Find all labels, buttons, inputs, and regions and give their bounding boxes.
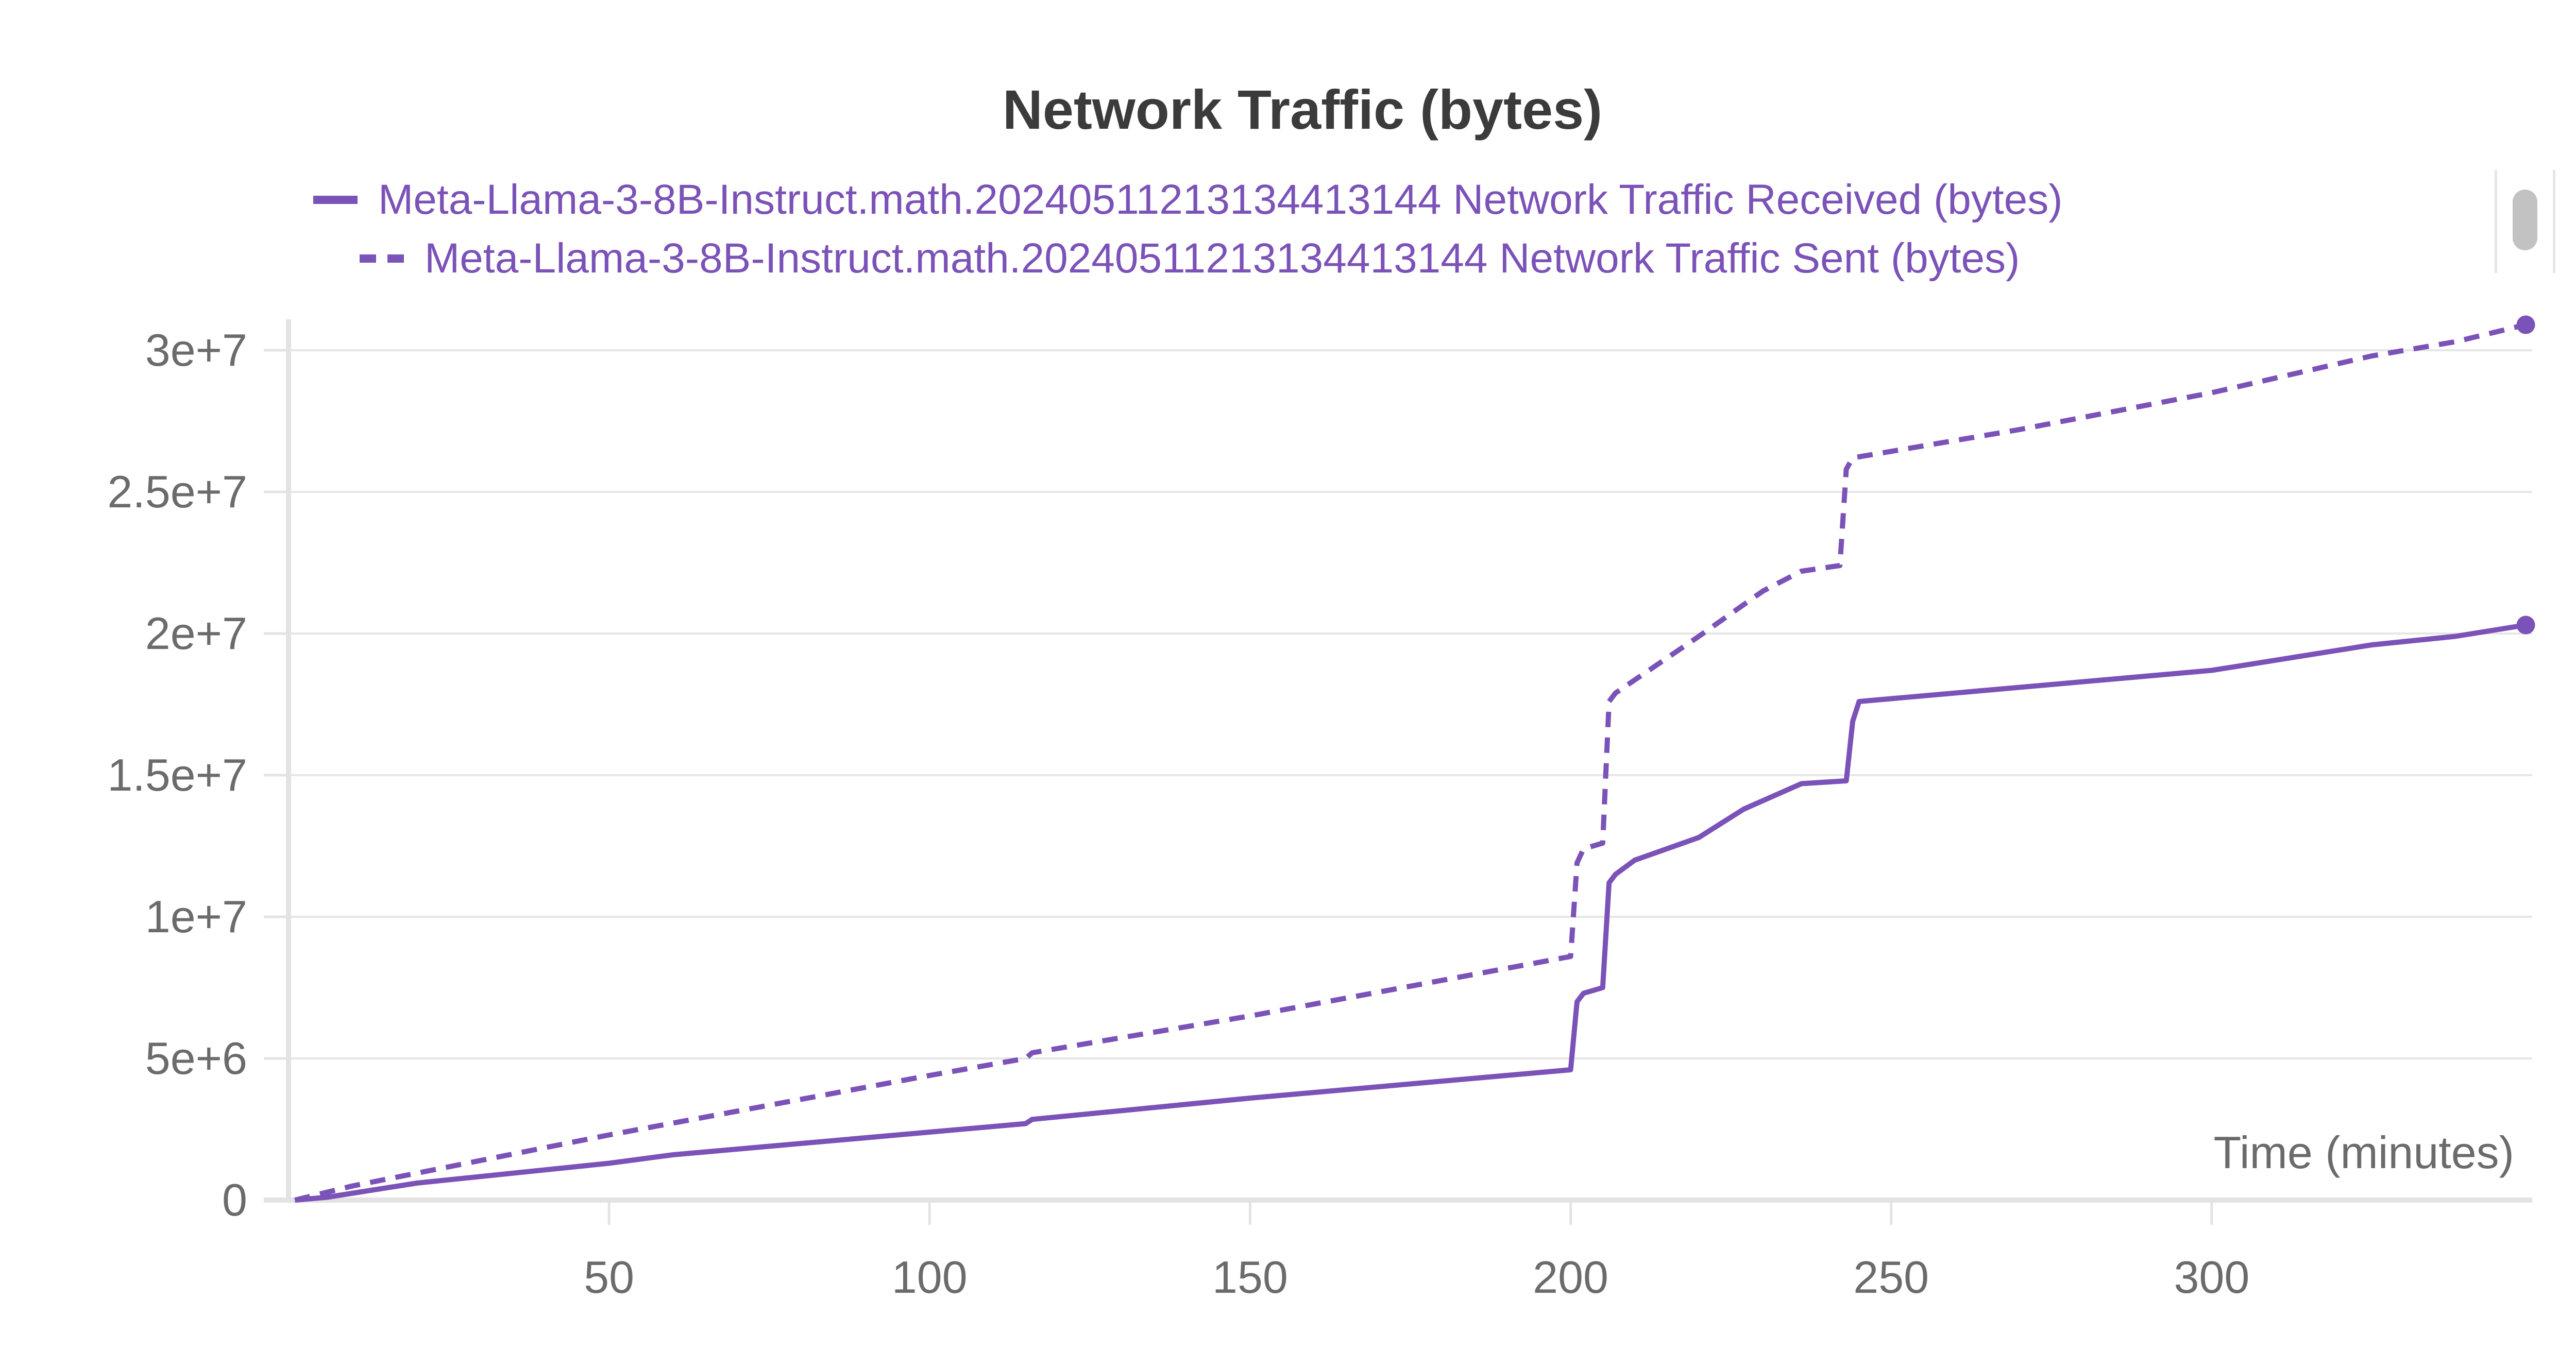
legend-scrollbar[interactable] xyxy=(2495,170,2555,273)
series-lines xyxy=(294,315,2535,1203)
x-tick-label: 200 xyxy=(1533,1252,1608,1303)
chart-title: Network Traffic (bytes) xyxy=(1002,78,1603,141)
x-tick-label: 250 xyxy=(1853,1252,1929,1303)
x-tick-label: 100 xyxy=(892,1252,968,1303)
legend-item-sent[interactable]: Meta-Llama-3-8B-Instruct.math.2024051121… xyxy=(360,228,2020,289)
end-marker-sent xyxy=(2516,315,2535,334)
x-tick-label: 150 xyxy=(1212,1252,1288,1303)
axes xyxy=(264,319,2532,1225)
legend-scroll-thumb[interactable] xyxy=(2513,190,2537,250)
x-tick-label: 50 xyxy=(584,1252,634,1303)
y-tick-label: 2.5e+7 xyxy=(107,466,247,517)
legend-label-sent: Meta-Llama-3-8B-Instruct.math.2024051121… xyxy=(425,235,2020,282)
legend-label-received: Meta-Llama-3-8B-Instruct.math.2024051121… xyxy=(378,176,2063,223)
x-tick-label: 300 xyxy=(2174,1252,2249,1303)
end-marker-received xyxy=(2516,615,2535,635)
legend-swatch-solid xyxy=(313,196,358,204)
series-line-sent xyxy=(294,322,2527,1203)
y-tick-label: 5e+6 xyxy=(145,1033,247,1084)
legend-swatch-dashed xyxy=(360,254,404,263)
tick-labels: 0 5e+6 1e+7 1.5e+7 2e+7 2.5e+7 3e+7 50 100 150 200… xyxy=(107,324,2249,1303)
grid-lines xyxy=(289,349,2532,1059)
series-line-received xyxy=(294,622,2527,1203)
y-tick-label: 1e+7 xyxy=(145,891,247,942)
y-tick-label: 0 xyxy=(222,1174,247,1225)
x-axis-label: Time (minutes) xyxy=(2214,1127,2514,1178)
legend-item-received[interactable]: Meta-Llama-3-8B-Instruct.math.2024051121… xyxy=(313,169,2063,231)
y-tick-label: 1.5e+7 xyxy=(107,749,247,800)
y-tick-label: 3e+7 xyxy=(145,324,247,375)
y-tick-label: 2e+7 xyxy=(145,608,247,659)
